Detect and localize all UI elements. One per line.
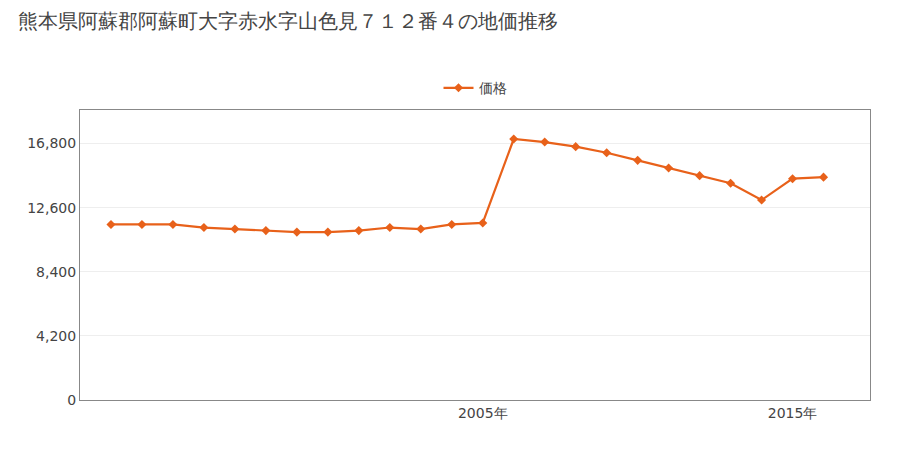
svg-text:12,600: 12,600 xyxy=(27,200,76,216)
svg-text:熊本県阿蘇郡阿蘇町大字赤水字山色見７１２番４の地価推移: 熊本県阿蘇郡阿蘇町大字赤水字山色見７１２番４の地価推移 xyxy=(18,9,558,33)
svg-text:2005年: 2005年 xyxy=(458,405,508,421)
svg-text:16,800: 16,800 xyxy=(27,135,76,151)
svg-text:8,400: 8,400 xyxy=(36,264,76,280)
svg-text:4,200: 4,200 xyxy=(36,328,76,344)
svg-text:価格: 価格 xyxy=(479,80,507,96)
svg-text:2015年: 2015年 xyxy=(768,405,818,421)
svg-text:0: 0 xyxy=(67,392,76,408)
